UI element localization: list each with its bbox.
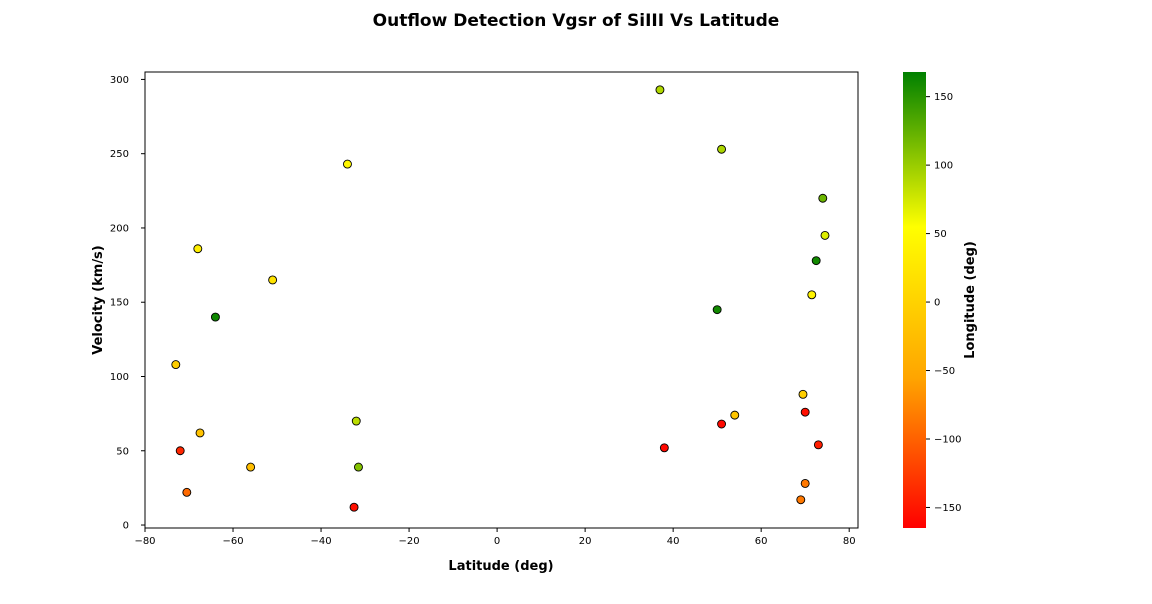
data-point [659,443,669,453]
data-point [268,275,278,285]
x-tick-label: 80 [843,536,856,547]
x-axis-label: Latitude (deg) [448,559,553,574]
data-point [796,495,806,505]
data-point [351,416,361,426]
x-tick-label: 60 [755,536,768,547]
data-point [193,244,203,254]
x-tick-label: 40 [667,536,680,547]
plot-frame [144,71,859,529]
data-point [807,290,817,300]
y-tick-label: 50 [116,446,129,457]
data-point [171,360,181,370]
data-point [800,407,810,417]
data-point [343,159,352,169]
chart-title: Outflow Detection Vgsr of SiIII Vs Latit… [373,11,780,31]
colorbar-ticks: −150 −100 −50 0 50 100 150 [926,92,961,514]
data-point [730,410,740,420]
colorbar-tick-label: −150 [934,503,961,514]
colorbar-tick-label: 150 [934,92,953,103]
y-axis: 0 50 100 150 200 250 300 [110,75,145,532]
data-point [210,312,220,322]
colorbar-tick-label: −50 [934,366,955,377]
y-tick-label: 150 [110,298,129,309]
colorbar-label: Longitude (deg) [963,241,978,359]
data-point [182,487,192,497]
x-tick-label: −60 [222,536,243,547]
x-tick-label: 20 [579,536,592,547]
y-axis-label: Velocity (km/s) [91,245,106,355]
colorbar [903,72,926,528]
data-point [712,305,722,315]
x-tick-label: −40 [310,536,331,547]
colorbar-tick-label: 100 [934,161,953,172]
colorbar-tick-label: −100 [934,434,961,445]
data-point [818,193,828,203]
data-points [171,85,830,512]
data-point [800,478,810,488]
data-point [798,389,808,399]
x-tick-label: 0 [494,536,500,547]
x-tick-label: −20 [399,536,420,547]
data-point [354,462,363,472]
colorbar-tick-label: 50 [934,229,947,240]
data-point [195,428,205,438]
x-tick-label: −80 [134,536,155,547]
y-tick-label: 200 [110,223,129,234]
colorbar-tick-label: 0 [934,298,940,309]
data-point [717,144,727,154]
data-point [246,462,256,472]
data-point [820,230,830,240]
data-point [175,446,185,456]
data-point [717,419,727,429]
y-tick-label: 300 [110,75,129,86]
y-tick-label: 100 [110,372,129,383]
x-axis: −80 −60 −40 −20 0 20 40 60 80 [134,528,856,547]
y-tick-label: 0 [123,521,129,532]
data-point [813,440,823,450]
data-point [811,256,821,266]
data-point [655,85,665,95]
y-tick-label: 250 [110,149,129,160]
data-point [349,502,359,512]
